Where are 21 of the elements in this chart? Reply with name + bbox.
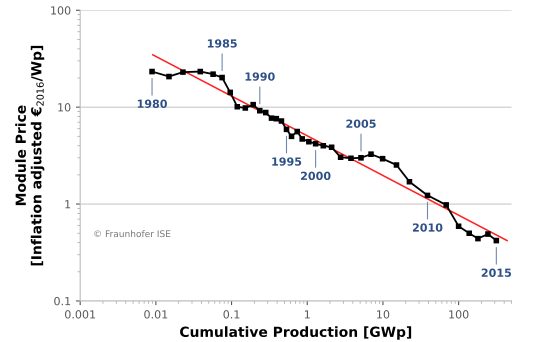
y-axis-title: Module Price [Inflation adjusted €$_{2016}$/Wp] [15, 46, 44, 266]
y-tick-label: 0.1 [54, 296, 70, 306]
annotation: 2005 [346, 119, 376, 128]
annotation: 1985 [208, 39, 237, 48]
x-tick-label: 100 [449, 310, 468, 319]
x-tick-label: 0.1 [223, 310, 240, 319]
x-tick-label: 10 [377, 310, 390, 319]
annotation: 2000 [301, 172, 331, 180]
x-tick-label: 0.001 [65, 310, 96, 319]
annotation: © Fraunhofer ISE [94, 230, 170, 238]
x-tick-label: 0.01 [144, 310, 168, 319]
y-tick-label: 100 [51, 6, 70, 15]
y-tick-label: 10 [58, 103, 70, 112]
annotation: 2010 [412, 223, 442, 232]
annotation: 2015 [482, 268, 512, 277]
x-tick-label: 1 [304, 310, 310, 318]
annotation: 1980 [138, 100, 167, 108]
annotation: 1995 [272, 157, 302, 166]
y-tick-label: 1 [65, 200, 70, 208]
annotation: 1990 [246, 72, 275, 81]
x-axis-title: Cumulative Production [GWp] [180, 326, 412, 340]
